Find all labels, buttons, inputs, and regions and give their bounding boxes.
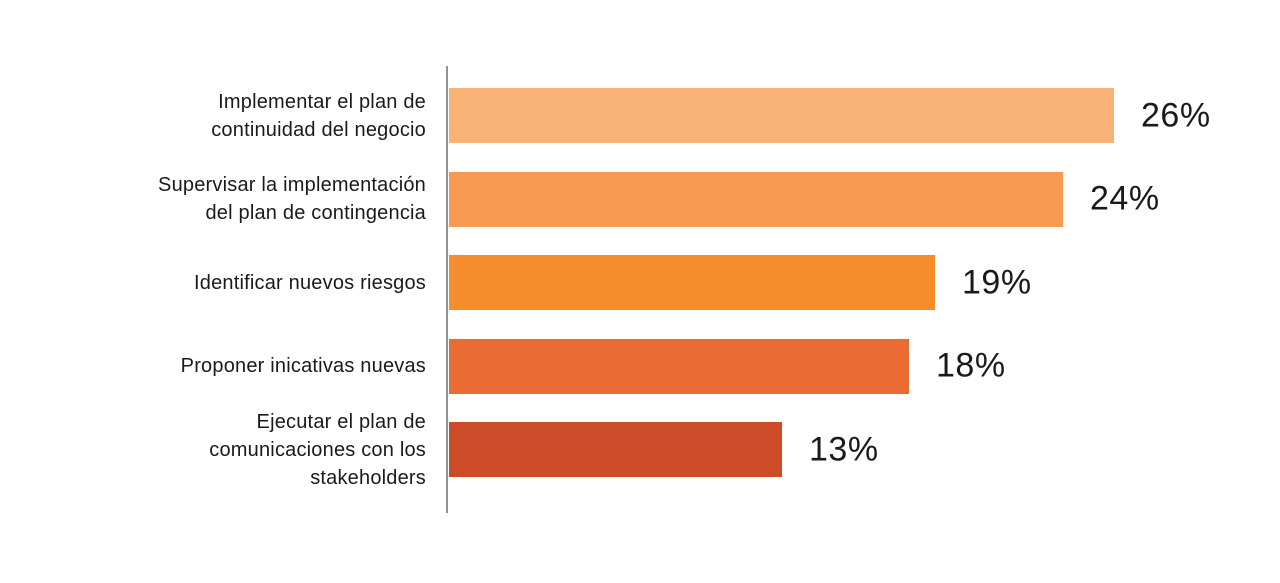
category-label: Identificar nuevos riesgos — [194, 271, 426, 294]
value-label: 18% — [936, 346, 1006, 385]
value-label: 24% — [1090, 179, 1160, 218]
bar-row: Identificar nuevos riesgos 19% — [0, 255, 1280, 310]
value-label: 19% — [962, 263, 1032, 301]
bar-row: Proponer inicativas nuevas 18% — [0, 338, 1280, 394]
value-label: 13% — [809, 430, 879, 468]
bar-row: Supervisar la implementación del plan de… — [0, 171, 1280, 227]
category-label: Ejecutar el plan de comunicaciones con l… — [209, 410, 426, 489]
bar — [449, 338, 909, 394]
y-axis-line — [446, 66, 448, 513]
category-label: Implementar el plan de continuidad del n… — [211, 90, 426, 141]
category-label: Proponer inicativas nuevas — [180, 355, 426, 377]
bar — [449, 88, 1114, 143]
value-label: 26% — [1141, 96, 1211, 134]
bar-row: Implementar el plan de continuidad del n… — [0, 88, 1280, 143]
bar — [449, 171, 1063, 227]
category-label: Supervisar la implementación del plan de… — [158, 174, 426, 224]
bar-row: Ejecutar el plan de comunicaciones con l… — [0, 411, 1280, 489]
bar — [449, 422, 782, 477]
bar — [449, 255, 935, 310]
